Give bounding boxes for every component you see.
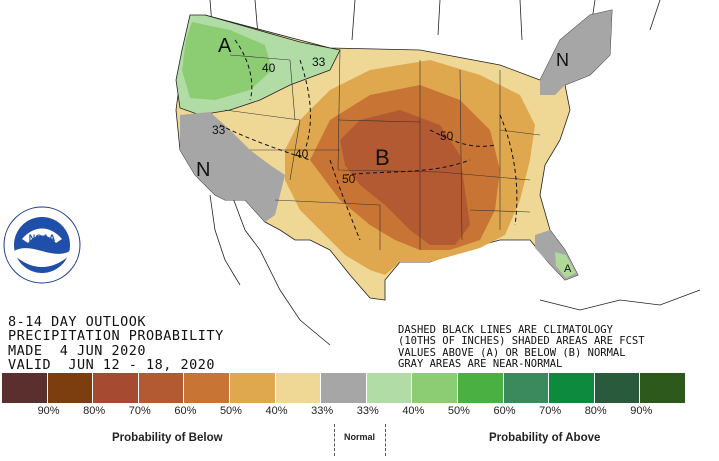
legend-tick-label: 80% [83, 405, 106, 417]
legend-swatch [275, 373, 322, 403]
legend-swatch [321, 373, 367, 403]
legend-tick: 70% [504, 405, 561, 421]
legend-tick-label: 90% [630, 405, 653, 417]
legend-divider-left [334, 424, 335, 456]
near-normal-northeast [540, 10, 612, 95]
legend-tick: 50% [412, 405, 470, 421]
note-line-3: VALUES ABOVE (A) OR BELOW (B) NORMAL [398, 346, 626, 359]
legend-tick-label: 70% [539, 405, 562, 417]
noaa-logo-text: NOAA [29, 233, 56, 243]
climatology-contours [219, 39, 518, 241]
contour-label-50-c: 50 [342, 172, 356, 186]
legend-swatch [93, 373, 139, 403]
legend-tick-label: 60% [493, 405, 516, 417]
normal-caption: Normal [344, 432, 376, 442]
legend-swatch [47, 373, 94, 403]
legend-tick-label: 80% [584, 405, 607, 417]
legend-swatch [412, 373, 458, 403]
legend-divider-right [385, 424, 386, 456]
near-normal-southwest [180, 112, 285, 222]
label-n-southwest: N [196, 159, 210, 181]
legend-tick: 50% [184, 405, 242, 421]
legend-tick-label: 33% [311, 405, 334, 417]
legend-tick-label: 60% [174, 405, 197, 417]
legend-tick: 33% [276, 405, 333, 421]
note-line-2: (10THS OF INCHES) SHADED AREAS ARE FCST [398, 335, 645, 347]
note-line-4: GRAY AREAS ARE NEAR-NORMAL [398, 358, 563, 370]
above-50-northwest [182, 22, 272, 100]
legend-swatch [640, 373, 686, 403]
legend-tick: 60% [139, 405, 196, 421]
legend-tick: 40% [230, 405, 288, 421]
legend-tick: 90% [595, 405, 652, 421]
label-b-center: B [375, 145, 390, 170]
legend-ticks: 90% 80% 70% 60% 50% 40% 33% 33% 40% 50% 60% 70% 80% 9… [2, 405, 686, 421]
legend-tick: 60% [458, 405, 516, 421]
legend-tick: 90% [2, 405, 60, 421]
title-line-1: 8-14 DAY OUTLOOK [8, 313, 147, 330]
legend-swatch [184, 373, 230, 403]
legend-tick-label: 40% [265, 405, 288, 417]
noaa-logo: NOAA [3, 206, 81, 284]
climatology-note: DASHED BLACK LINES ARE CLIMATOLOGY (10THS… [398, 313, 645, 382]
color-legend [2, 373, 686, 403]
border-lines [209, 0, 701, 346]
legend-swatch [594, 373, 641, 403]
contour-label-40-w: 40 [295, 147, 309, 161]
legend-tick-label: 70% [128, 405, 151, 417]
title-line-4: VALID JUN 12 - 18, 2020 [8, 357, 216, 373]
contour-label-50-e: 50 [440, 129, 454, 143]
label-a-west: A [218, 35, 232, 57]
outlook-title: 8-14 DAY OUTLOOK PRECIPITATION PROBABILIT… [8, 300, 224, 387]
legend-swatch [549, 373, 595, 403]
legend-swatch [138, 373, 185, 403]
note-line-1: DASHED BLACK LINES ARE CLIMATOLOGY [398, 323, 613, 336]
below-caption: Probability of Below [112, 432, 223, 444]
state-lines [224, 49, 541, 250]
above-33-florida [555, 252, 576, 278]
contour-label-40-nw: 40 [262, 61, 276, 75]
above-caption: Probability of Above [489, 432, 601, 444]
legend-tick: 33% [321, 405, 379, 421]
legend-tick: 80% [549, 405, 607, 421]
legend-tick: 80% [48, 405, 105, 421]
contour-label-33-w: 33 [212, 123, 226, 137]
label-n-northeast: N [556, 50, 569, 70]
below-60-area [340, 110, 470, 245]
legend-tick-label: 33% [356, 405, 379, 417]
legend-tick-label: 50% [447, 405, 470, 417]
legend-swatch [457, 373, 504, 403]
legend-swatch [229, 373, 276, 403]
legend-swatch [2, 373, 48, 403]
contour-label-33-nw: 33 [312, 55, 326, 69]
legend-tick-label: 50% [219, 405, 242, 417]
legend-tick: 70% [93, 405, 151, 421]
legend-swatch [503, 373, 550, 403]
legend-swatch [366, 373, 413, 403]
legend-tick-label: 40% [402, 405, 425, 417]
title-line-2: PRECIPITATION PROBABILITY [8, 328, 224, 344]
legend-tick: 40% [367, 405, 424, 421]
legend-tick [640, 405, 686, 421]
title-line-3: MADE 4 JUN 2020 [8, 342, 147, 359]
legend-tick-label: 90% [37, 405, 60, 417]
us-outlook-map: A N B N A 40 33 33 40 50 50 NOAA [3, 0, 701, 346]
label-a-florida: A [564, 263, 572, 275]
